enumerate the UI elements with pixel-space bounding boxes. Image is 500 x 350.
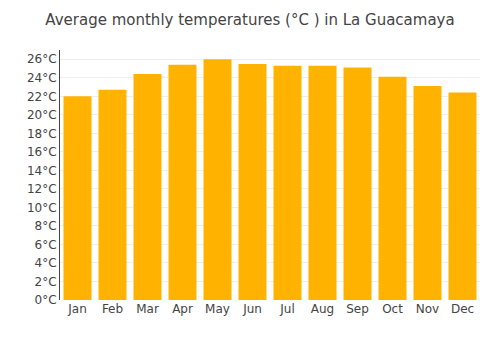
svg-text:Average monthly temperatures (: Average monthly temperatures (°C ) in La… xyxy=(45,11,454,29)
svg-text:4°C: 4°C xyxy=(35,256,57,270)
svg-text:Aug: Aug xyxy=(311,302,334,316)
svg-text:0°C: 0°C xyxy=(35,293,57,307)
svg-text:May: May xyxy=(205,302,230,316)
svg-text:Jan: Jan xyxy=(67,302,87,316)
svg-text:Sep: Sep xyxy=(346,302,369,316)
svg-text:Oct: Oct xyxy=(382,302,403,316)
svg-text:2°C: 2°C xyxy=(35,275,57,289)
svg-text:26°C: 26°C xyxy=(27,52,57,66)
svg-text:10°C: 10°C xyxy=(27,201,57,215)
svg-text:Mar: Mar xyxy=(136,302,159,316)
svg-text:6°C: 6°C xyxy=(35,238,57,252)
svg-text:Jul: Jul xyxy=(279,302,294,316)
svg-text:8°C: 8°C xyxy=(35,219,57,233)
svg-text:24°C: 24°C xyxy=(27,71,57,85)
svg-text:22°C: 22°C xyxy=(27,90,57,104)
svg-text:18°C: 18°C xyxy=(27,127,57,141)
svg-text:Apr: Apr xyxy=(172,302,193,316)
svg-text:Nov: Nov xyxy=(416,302,439,316)
svg-text:Dec: Dec xyxy=(451,302,474,316)
svg-text:Feb: Feb xyxy=(102,302,123,316)
svg-text:16°C: 16°C xyxy=(27,145,57,159)
svg-text:14°C: 14°C xyxy=(27,164,57,178)
svg-text:Jun: Jun xyxy=(242,302,262,316)
svg-text:20°C: 20°C xyxy=(27,108,57,122)
svg-text:12°C: 12°C xyxy=(27,182,57,196)
